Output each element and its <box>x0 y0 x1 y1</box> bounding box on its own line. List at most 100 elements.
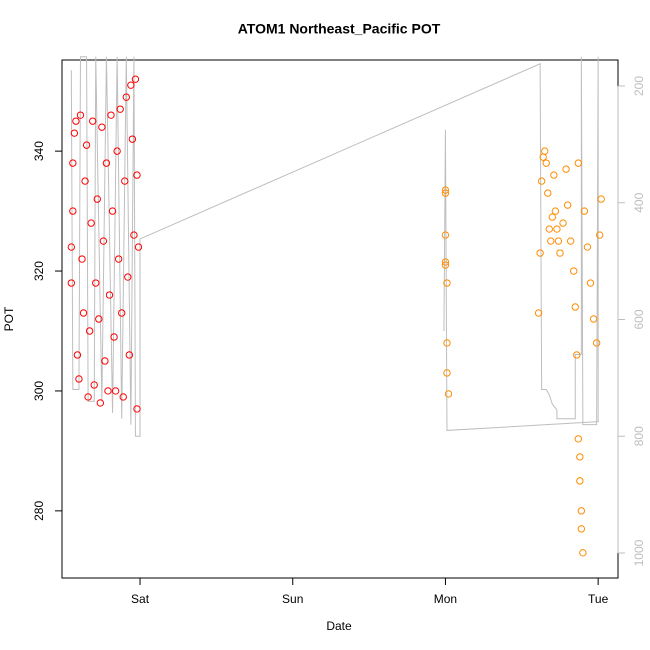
data-point <box>134 243 143 251</box>
data-point <box>81 177 89 185</box>
data-point <box>443 339 451 347</box>
data-point <box>96 399 105 407</box>
y2-tick-label: 600 <box>632 309 646 329</box>
data-point <box>563 201 572 209</box>
data-point <box>76 111 85 119</box>
data-point <box>586 279 595 287</box>
data-point <box>554 237 563 245</box>
data-point <box>69 159 77 167</box>
x-tick-label: Tue <box>588 592 609 606</box>
data-point <box>562 165 570 173</box>
data-point <box>90 381 98 389</box>
y2-tick-label: 800 <box>632 426 646 446</box>
data-point <box>548 213 557 221</box>
data-point <box>544 189 552 197</box>
data-point <box>577 525 586 533</box>
data-point <box>577 507 586 515</box>
data-point <box>570 267 578 275</box>
data-point <box>79 309 88 317</box>
x-tick-label: Sun <box>282 592 303 606</box>
data-point <box>547 237 555 245</box>
data-point <box>78 255 86 263</box>
data-point <box>70 129 79 137</box>
data-point <box>118 309 126 317</box>
data-point <box>576 477 584 485</box>
data-point <box>88 117 97 125</box>
data-point <box>444 390 453 398</box>
data-point <box>113 147 121 155</box>
y-tick-label: 300 <box>32 381 46 401</box>
data-point <box>550 171 558 179</box>
data-point <box>541 147 549 155</box>
data-point <box>551 207 560 215</box>
y-tick-label: 280 <box>32 501 46 521</box>
data-point <box>122 93 130 101</box>
data-point <box>67 279 76 287</box>
data-point <box>111 387 120 395</box>
data-point <box>534 309 543 317</box>
data-point <box>127 81 135 89</box>
x-tick-label: Mon <box>434 592 457 606</box>
data-point <box>85 327 94 335</box>
data-point <box>443 369 451 377</box>
data-point <box>92 279 100 287</box>
data-point <box>104 387 112 395</box>
data-point <box>107 111 115 119</box>
y2-tick-label: 200 <box>632 76 646 96</box>
data-point <box>553 225 561 233</box>
data-point <box>573 351 581 359</box>
data-point <box>443 279 451 287</box>
data-point <box>133 171 141 179</box>
data-point <box>116 105 124 113</box>
data-point <box>131 75 140 83</box>
data-point <box>95 315 103 323</box>
data-point <box>73 351 82 359</box>
data-point <box>571 303 579 311</box>
data-point <box>102 159 111 167</box>
data-point <box>597 195 605 203</box>
data-point <box>580 207 589 215</box>
data-point <box>108 207 117 215</box>
data-point <box>93 195 101 203</box>
data-point <box>69 207 77 215</box>
data-point <box>589 315 598 323</box>
data-point <box>124 273 132 281</box>
data-point <box>592 339 601 347</box>
data-point <box>441 186 450 194</box>
data-point <box>105 291 114 299</box>
data-point <box>583 243 592 251</box>
data-point <box>119 393 127 401</box>
data-point <box>101 357 109 365</box>
data-point <box>130 231 138 239</box>
data-point <box>125 351 134 359</box>
data-point <box>133 405 141 413</box>
data-point <box>114 255 123 263</box>
y-axis-title: POT <box>2 306 16 331</box>
data-point <box>441 261 450 269</box>
y2-tick-label: 400 <box>632 192 646 212</box>
data-point <box>84 393 92 401</box>
data-point <box>110 333 118 341</box>
y-tick-label: 320 <box>32 261 46 281</box>
x-tick-label: Sat <box>131 592 150 606</box>
pressure-line <box>70 56 599 437</box>
data-point <box>441 189 450 197</box>
data-point <box>98 123 106 131</box>
data-point <box>545 225 553 233</box>
plot-frame <box>61 59 619 579</box>
y2-tick-label: 1000 <box>632 539 646 566</box>
data-point <box>536 249 544 257</box>
data-point <box>67 243 76 251</box>
x-axis-title: Date <box>326 619 352 633</box>
data-point <box>537 177 546 185</box>
data-point <box>72 117 80 125</box>
data-point <box>75 375 83 383</box>
data-point <box>87 219 95 227</box>
data-point <box>579 549 587 557</box>
data-point <box>441 231 450 239</box>
data-point <box>128 135 137 143</box>
data-point <box>574 159 582 167</box>
y-tick-label: 340 <box>32 141 46 161</box>
